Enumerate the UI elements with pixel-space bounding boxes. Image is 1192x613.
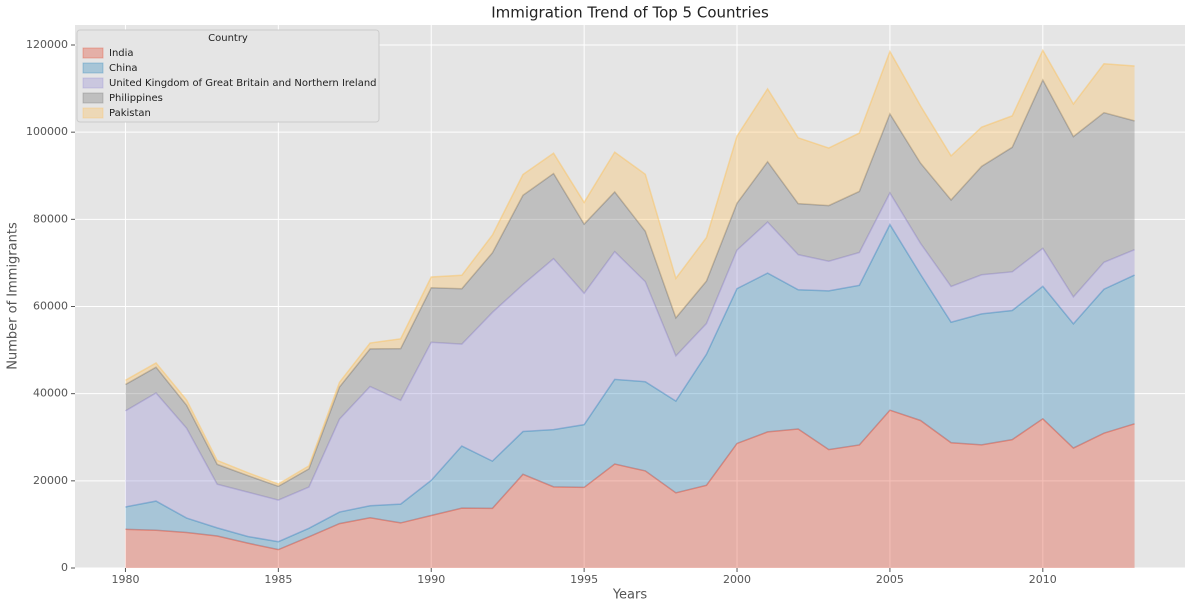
legend: Country India China United Kingdom of Great… <box>76 29 380 123</box>
area-line <box>125 223 1135 543</box>
x-tick-label: 1995 <box>570 573 598 586</box>
y-tick-label: 100000 <box>26 125 68 138</box>
x-axis-label: Years <box>612 588 648 603</box>
legend-label: India <box>109 48 134 59</box>
legend-swatch <box>82 77 104 89</box>
area-line <box>125 48 1135 485</box>
area-fill <box>125 224 1135 550</box>
y-tick-label: 120000 <box>26 38 68 51</box>
legend-box <box>76 29 380 123</box>
legend-swatch <box>82 107 104 119</box>
legend-label: Pakistan <box>109 108 151 119</box>
area-line <box>125 78 1135 488</box>
x-tick-label: 2010 <box>1029 573 1057 586</box>
x-tick-label: 1990 <box>417 573 445 586</box>
x-tick-label: 1985 <box>264 573 292 586</box>
y-tick-label: 40000 <box>33 387 68 400</box>
area-fill <box>125 50 1135 487</box>
legend-swatch <box>82 47 104 59</box>
legend-label: Philippines <box>109 93 163 104</box>
y-tick-label: 0 <box>61 561 68 574</box>
area-fill <box>125 192 1135 542</box>
area-line <box>125 191 1135 501</box>
y-tick-label: 20000 <box>33 474 68 487</box>
x-tick-label: 2005 <box>876 573 904 586</box>
legend-swatch <box>82 62 104 74</box>
legend-label: United Kingdom of Great Britain and Nort… <box>109 78 377 89</box>
area-fill <box>125 410 1135 568</box>
area-fill <box>125 80 1135 501</box>
y-tick-label: 80000 <box>33 212 68 225</box>
chart-title: Immigration Trend of Top 5 Countries <box>491 4 769 22</box>
legend-swatch <box>82 92 104 104</box>
x-tick-label: 1980 <box>111 573 139 586</box>
y-tick-label: 60000 <box>33 300 68 313</box>
legend-title: Country <box>208 33 248 44</box>
y-axis-label: Number of Immigrants <box>6 222 21 370</box>
legend-label: China <box>109 63 138 74</box>
area-line <box>125 409 1135 551</box>
x-tick-label: 2000 <box>723 573 751 586</box>
